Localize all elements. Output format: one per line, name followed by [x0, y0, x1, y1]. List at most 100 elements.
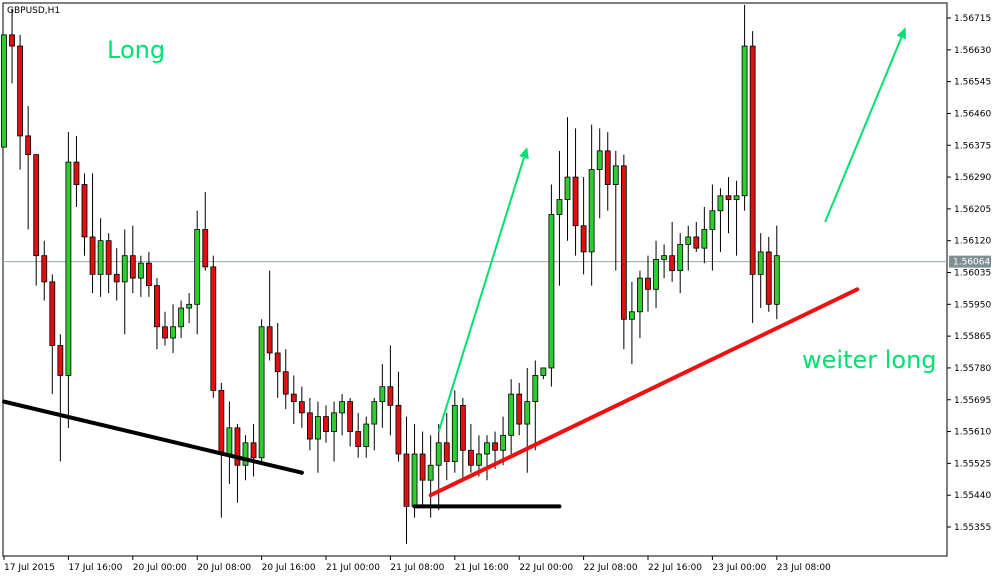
- candle-body-bear: [89, 236, 96, 275]
- candle: [645, 255, 651, 312]
- candle: [81, 173, 88, 256]
- price-axis: 1.56715 1.56630 1.56545 1.56460 1.56375 1.562…: [947, 14, 991, 533]
- candle-body-bull: [500, 434, 507, 451]
- candle-body-bull: [411, 453, 418, 507]
- candle-body-bear: [387, 386, 394, 406]
- arrow-head-icon: [896, 27, 907, 40]
- candle-body-bull: [363, 423, 370, 447]
- candle-body-bull: [242, 442, 249, 466]
- candle-body-bull: [596, 150, 603, 170]
- candle-body-bear: [645, 277, 651, 290]
- candle: [556, 150, 563, 286]
- candle: [121, 229, 128, 335]
- candle: [419, 431, 426, 507]
- candle-body-bull: [371, 401, 378, 425]
- candle: [347, 397, 354, 447]
- current-price-badge: [949, 255, 991, 268]
- uptrend-support-line[interactable]: [428, 287, 860, 498]
- candle-body-bear: [492, 442, 498, 451]
- candle: [765, 236, 772, 312]
- y-tick-label: 1.55695: [954, 396, 991, 406]
- candle: [484, 435, 490, 481]
- x-tick-label: 20 Jul 16:00: [262, 563, 316, 573]
- candle-body-bear: [604, 150, 611, 185]
- candle: [443, 412, 450, 481]
- candle-body-bull: [757, 251, 764, 275]
- candle-body-bull: [524, 401, 531, 425]
- candle-body-bear: [25, 135, 32, 156]
- candle: [266, 270, 273, 361]
- y-tick-label: 1.56460: [954, 109, 991, 119]
- candle-body-bull: [548, 214, 555, 369]
- candle: [435, 424, 442, 511]
- candle: [459, 397, 466, 481]
- candle-body-bear: [81, 184, 88, 238]
- candle-body-bull: [186, 303, 193, 309]
- candle: [1, 34, 7, 148]
- candle: [57, 334, 64, 462]
- candle-body-bear: [250, 442, 257, 459]
- candle: [500, 416, 507, 466]
- candle: [355, 412, 362, 458]
- candle: [524, 367, 531, 473]
- downtrend-support-line[interactable]: [2, 399, 304, 475]
- candle: [17, 34, 24, 170]
- candle: [25, 105, 32, 230]
- candle: [661, 244, 667, 279]
- candle-body-bear: [725, 195, 732, 200]
- current-price-label: 1.56064: [949, 255, 991, 268]
- candle: [282, 349, 289, 410]
- y-tick-label: 1.55610: [954, 428, 991, 438]
- candle-body-bear: [323, 416, 329, 432]
- candle-body-bull: [717, 195, 724, 212]
- candle: [178, 300, 185, 338]
- long-arrow-1[interactable]: [437, 147, 529, 432]
- candle-body-bear: [572, 176, 579, 227]
- x-tick-label: 20 Jul 00:00: [133, 563, 187, 573]
- x-tick-label: 21 Jul 08:00: [390, 563, 444, 573]
- candle: [41, 240, 48, 301]
- candle: [516, 382, 523, 436]
- candle-body-bear: [580, 225, 587, 253]
- candle-body-bear: [145, 262, 152, 286]
- y-tick-label: 1.56205: [954, 205, 991, 215]
- candle: [620, 154, 627, 350]
- candle: [701, 207, 708, 264]
- candle-body-bear: [154, 285, 160, 328]
- candle-body-bull: [564, 176, 571, 200]
- candle: [202, 192, 209, 271]
- candle: [773, 225, 780, 320]
- candle: [33, 154, 40, 286]
- candle-body-bull: [685, 236, 692, 245]
- x-tick-label: 23 Jul 00:00: [712, 563, 766, 573]
- candle-body-bull: [612, 165, 619, 185]
- y-tick-label: 1.55865: [954, 332, 991, 342]
- y-tick-label: 1.56120: [954, 237, 991, 247]
- candle: [371, 397, 378, 451]
- candle-body-bull: [709, 210, 716, 230]
- candle-body-bull: [741, 45, 748, 197]
- candle: [685, 225, 692, 271]
- candle-body-bull: [733, 195, 740, 200]
- candle: [113, 248, 120, 301]
- candle-body-bear: [266, 326, 273, 354]
- candle-body-bear: [419, 453, 426, 481]
- candle: [129, 225, 136, 294]
- plot-frame: [2, 2, 948, 557]
- x-tick-label: 22 Jul 16:00: [648, 563, 702, 573]
- candle-body-bull: [451, 404, 458, 462]
- candles: [1, 4, 780, 544]
- long-arrow-2[interactable]: [824, 27, 907, 223]
- candle: [49, 274, 56, 395]
- arrows: [437, 27, 907, 432]
- x-tick-label: 17 Jul 16:00: [68, 563, 122, 573]
- x-tick-label: 23 Jul 08:00: [777, 563, 831, 573]
- candle: [145, 251, 152, 297]
- candle-body-bear: [355, 431, 362, 447]
- candle-body-bear: [105, 240, 112, 275]
- candle-body-bull: [339, 401, 346, 414]
- candle-body-bear: [202, 229, 209, 268]
- candle-body-bear: [403, 453, 410, 507]
- candle: [97, 218, 104, 297]
